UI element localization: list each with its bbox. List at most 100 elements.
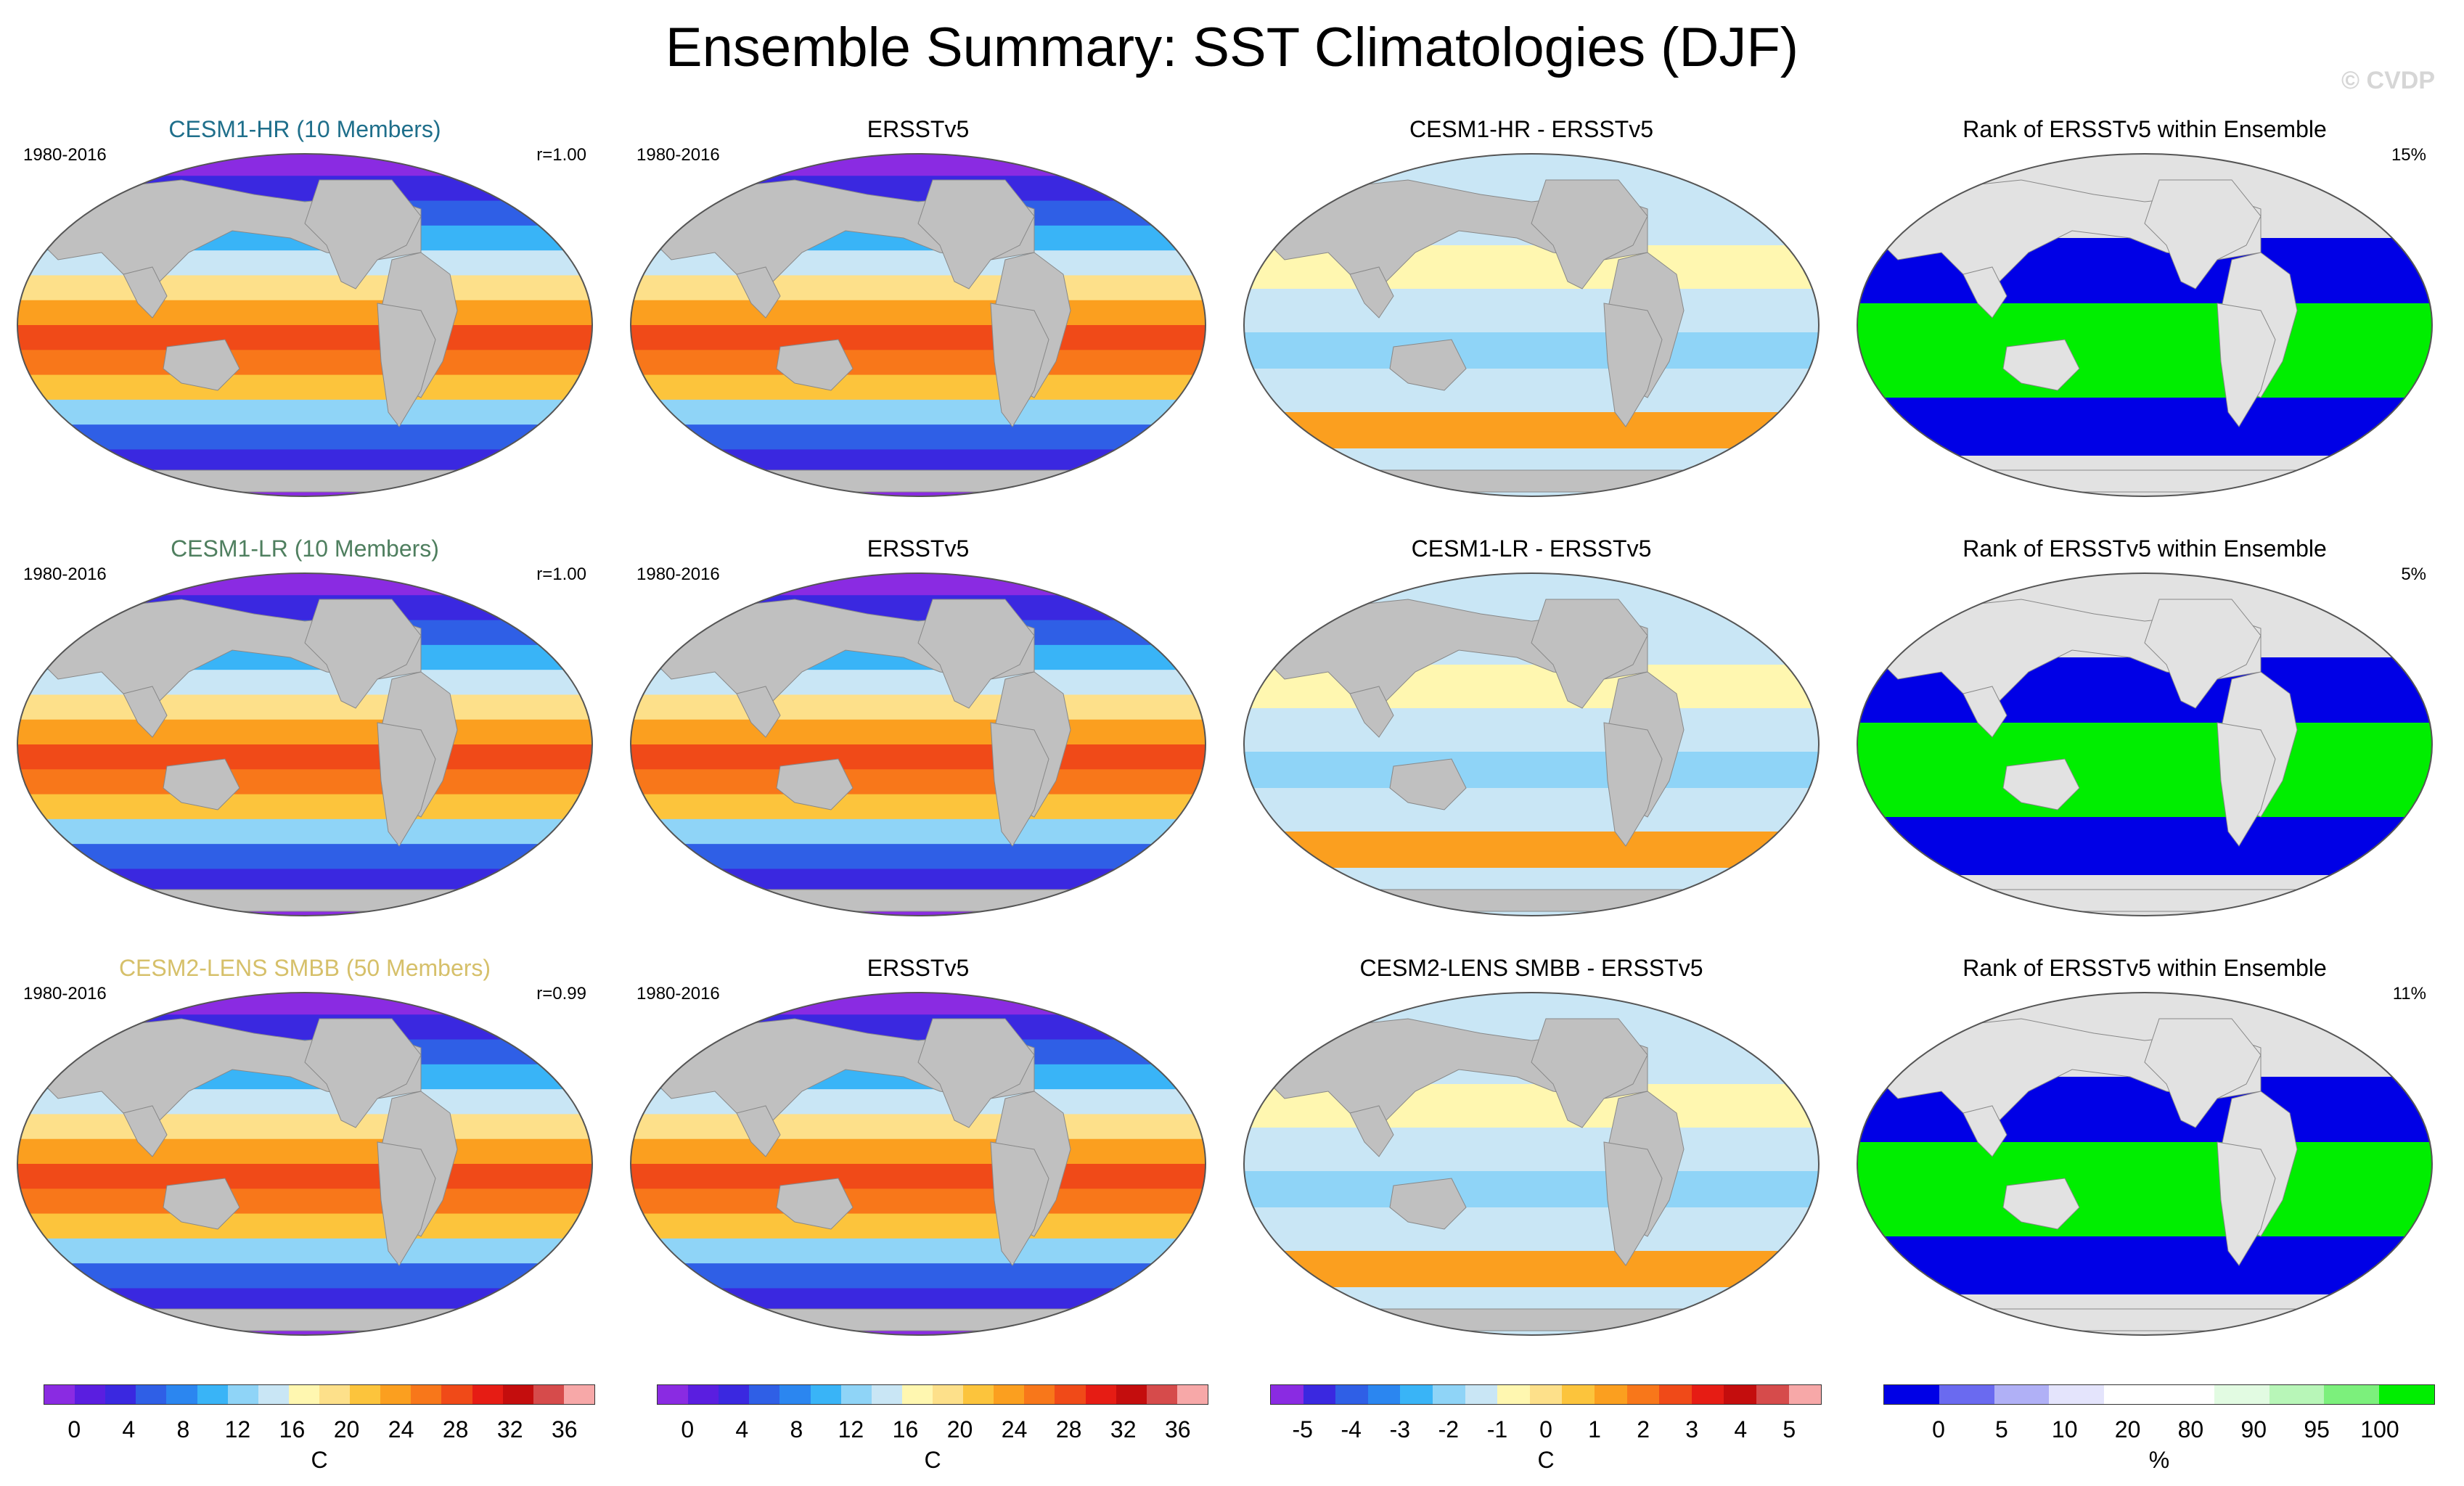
land-mass [1349, 1105, 1394, 1157]
colorbar-tick-label: 1 [1588, 1416, 1601, 1442]
colorbar-tick-label: 24 [388, 1416, 414, 1442]
colorbar-swatch [136, 1385, 167, 1404]
rank-map-frame [1854, 151, 2435, 499]
colorbar-tick-label: 16 [892, 1416, 919, 1442]
colorbar-swatch [1335, 1385, 1368, 1404]
colorbar-swatches [44, 1384, 595, 1405]
colorbar-tick-label: 32 [496, 1416, 523, 1442]
colorbar-swatch [2158, 1385, 2214, 1404]
period-label: 1980-2016 [637, 145, 720, 165]
colorbar-swatch [871, 1385, 902, 1404]
obs-map-frame [628, 990, 1208, 1338]
land-mass [163, 1178, 240, 1230]
period-label: 1980-2016 [23, 565, 107, 584]
colorbar-tick-label: 12 [224, 1416, 251, 1442]
diff-map-frame [1241, 570, 1822, 919]
colorbar-swatch [1146, 1385, 1177, 1404]
colorbar-swatch [44, 1385, 75, 1404]
colorbar-swatch [1884, 1385, 1939, 1404]
colorbar-swatch [258, 1385, 289, 1404]
colorbar-swatch [688, 1385, 719, 1404]
colorbar-tick-label: 20 [946, 1416, 973, 1442]
land-mass [1349, 266, 1394, 319]
diff-map-frame [1241, 990, 1822, 1338]
colorbar: -5 -4 -3 -2 -1 0 1 2 3 4 5 C [1270, 1384, 1822, 1479]
correlation-label: r=1.00 [536, 565, 586, 584]
colorbar-tick-label: 28 [1055, 1416, 1082, 1442]
colorbar-swatch [1529, 1385, 1563, 1404]
land-mass [1603, 1141, 1663, 1266]
colorbar-tick-label: -3 [1389, 1416, 1411, 1442]
land-mass [163, 339, 240, 391]
colorbar-swatch [2324, 1385, 2380, 1404]
correlation-label: r=0.99 [536, 984, 586, 1003]
land-mass [377, 303, 436, 427]
colorbar-unit: C [1537, 1447, 1555, 1473]
land-mass [2002, 758, 2080, 810]
diff-title: CESM2-LENS SMBB - ERSSTv5 [1359, 955, 1703, 981]
colorbar-swatches [1883, 1384, 2435, 1405]
diff-panel: CESM2-LENS SMBB - ERSSTv5 [1234, 955, 1829, 1347]
colorbar-tick-label: 36 [1164, 1416, 1191, 1442]
rank-map-frame [1854, 570, 2435, 919]
land-mass [1389, 1178, 1467, 1230]
sst-map [17, 572, 593, 916]
colorbar-swatch [1085, 1385, 1116, 1404]
obs-title: ERSSTv5 [867, 955, 970, 981]
colorbar-swatch [472, 1385, 503, 1404]
colorbar-swatch [1691, 1385, 1724, 1404]
land-mass [1962, 686, 2007, 738]
colorbar-swatch [2269, 1385, 2325, 1404]
colorbar-swatch [1432, 1385, 1465, 1404]
colorbar-swatch [288, 1385, 319, 1404]
obs-panel: ERSSTv5 1980-2016 [621, 535, 1216, 927]
model-map-frame [15, 990, 595, 1338]
sst-map [630, 572, 1206, 916]
land-mass [123, 686, 168, 738]
obs-panel: ERSSTv5 1980-2016 [621, 116, 1216, 508]
colorbar-swatch [2214, 1385, 2269, 1404]
land-mass [1962, 266, 2007, 319]
land-mass [1531, 599, 1648, 709]
land-mass [2217, 1141, 2276, 1266]
diff-map [1243, 153, 1820, 497]
rank-title: Rank of ERSSTv5 within Ensemble [1962, 535, 2327, 562]
land-mass [1349, 686, 1394, 738]
diff-map [1243, 992, 1820, 1336]
colorbar-tick-label: 5 [1994, 1416, 2008, 1442]
colorbar-tick-label: -4 [1341, 1416, 1362, 1442]
colorbar-tick-label: 80 [2177, 1416, 2204, 1442]
colorbar-swatch [901, 1385, 933, 1404]
colorbar-tick-label: 0 [1932, 1416, 1945, 1442]
colorbar-tick-label: -5 [1292, 1416, 1313, 1442]
colorbar-swatches [657, 1384, 1208, 1405]
colorbar-unit: C [311, 1447, 328, 1473]
colorbar-swatch [963, 1385, 994, 1404]
land-mass [736, 266, 781, 319]
colorbar-swatch [2104, 1385, 2159, 1404]
colorbar-swatch [2049, 1385, 2105, 1404]
obs-map-frame [628, 151, 1208, 499]
colorbar-tick-label: 4 [122, 1416, 136, 1442]
colorbar-swatch [932, 1385, 964, 1404]
land-mass [304, 1018, 422, 1128]
colorbar-swatch [810, 1385, 841, 1404]
diff-map [1243, 572, 1820, 916]
land-mass [1603, 722, 1663, 847]
colorbar-tick-label: 8 [790, 1416, 803, 1442]
colorbar-tick-label: 36 [551, 1416, 578, 1442]
land-mass [2217, 722, 2276, 847]
land-mass [123, 266, 168, 319]
rank-title: Rank of ERSSTv5 within Ensemble [1962, 955, 2327, 981]
land-mass [2217, 303, 2276, 427]
colorbar-swatch [1497, 1385, 1530, 1404]
land-mass [736, 1105, 781, 1157]
land-mass [123, 1105, 168, 1157]
land-mass [1531, 1018, 1648, 1128]
sst-map [630, 153, 1206, 497]
land-mass [2002, 1178, 2080, 1230]
model-panel: CESM1-HR (10 Members) 1980-2016 r=1.00 [7, 116, 602, 508]
land-mass [163, 758, 240, 810]
colorbar-tick-label: 20 [333, 1416, 360, 1442]
diff-map-frame [1241, 151, 1822, 499]
